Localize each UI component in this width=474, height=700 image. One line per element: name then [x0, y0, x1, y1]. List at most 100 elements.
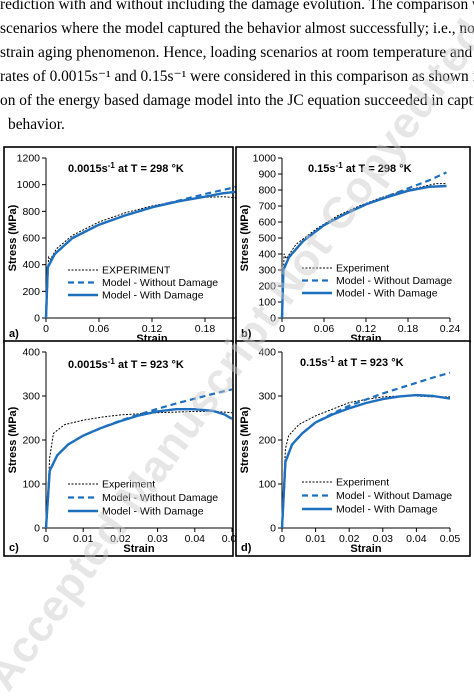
y-tick-label: 300	[22, 391, 40, 403]
x-tick-label: 0.01	[305, 533, 326, 545]
x-tick-label: 0.06	[89, 323, 110, 335]
panel-letter: b)	[241, 328, 252, 340]
legend-label: Model - Without Damage	[102, 492, 218, 504]
x-tick-label: 0.02	[110, 533, 131, 545]
y-tick-label: 400	[22, 347, 40, 359]
panel-letter: c)	[9, 542, 19, 554]
y-tick-label: 1000	[17, 179, 41, 191]
y-tick-label: 0	[34, 523, 40, 535]
chart-panel: 0 100 200 300 400 500 600 700 800 900 1000 0 0.06 0.1…	[235, 146, 471, 345]
x-tick-label: 0.24	[248, 323, 269, 335]
paragraph-line: behavior.	[8, 116, 65, 133]
y-axis-title: Stress (MPa)	[7, 406, 19, 473]
y-tick-label: 1200	[17, 153, 41, 165]
x-axis-title: Strain	[350, 333, 381, 345]
y-tick-label: 0	[34, 313, 40, 325]
y-tick-label: 100	[258, 297, 276, 309]
x-tick-label: 0.03	[373, 533, 394, 545]
series-line	[44, 190, 250, 319]
x-tick-label: 0.18	[195, 323, 216, 335]
y-tick-label: 200	[258, 281, 276, 293]
x-tick-label: 0.02	[339, 533, 360, 545]
y-tick-label: 200	[258, 435, 276, 447]
x-tick-label: 0.04	[185, 533, 206, 545]
legend-label: Model - With Damage	[102, 506, 204, 518]
y-tick-label: 300	[258, 265, 276, 277]
y-axis-title: Stress (MPa)	[7, 204, 19, 271]
legend-label: Model - With Damage	[336, 504, 438, 516]
x-tick-label: 0	[279, 533, 285, 545]
legend-label: Model - With Damage	[336, 288, 438, 300]
y-tick-label: 100	[258, 479, 276, 491]
y-tick-label: 1000	[253, 153, 277, 165]
y-tick-label: 100	[22, 479, 40, 491]
x-tick-label: 0.04	[406, 533, 427, 545]
y-tick-label: 800	[258, 185, 276, 197]
x-tick-label: 0.12	[142, 323, 163, 335]
series-line	[45, 410, 233, 529]
x-axis-title: Strain	[123, 543, 154, 555]
y-tick-label: 900	[258, 169, 276, 181]
x-tick-label: 0	[43, 323, 49, 335]
y-tick-label: 0	[270, 523, 276, 535]
x-tick-label: 0.01	[73, 533, 94, 545]
y-tick-label: 0	[270, 313, 276, 325]
x-tick-label: 0	[279, 323, 285, 335]
paragraph-line: scenarios where the model captured the b…	[0, 20, 474, 37]
y-axis-title: Stress (MPa)	[239, 204, 251, 271]
panel-letter: d)	[241, 542, 252, 554]
series-line	[44, 408, 233, 529]
series-line	[45, 196, 254, 319]
x-tick-label: 0.03	[147, 533, 168, 545]
x-tick-label: 0.12	[356, 323, 377, 335]
legend-label: Model - Without Damage	[336, 275, 452, 287]
panel-frame	[235, 146, 471, 343]
legend-label: Model - Without Damage	[102, 277, 218, 289]
x-tick-label: 0.05	[440, 533, 461, 545]
series-line	[280, 171, 447, 319]
x-tick-label: 0.06	[314, 323, 335, 335]
legend-label: Experiment	[102, 479, 155, 491]
series-line	[281, 183, 447, 319]
y-tick-label: 400	[22, 259, 40, 271]
panel-title: 0.0015s-1 at T = 298 °K	[68, 161, 184, 175]
y-axis-title: Stress (MPa)	[239, 406, 251, 473]
y-tick-label: 200	[22, 435, 40, 447]
y-tick-label: 200	[22, 286, 40, 298]
paragraph-line: rates of 0.0015s⁻¹ and 0.15s⁻¹ were cons…	[0, 68, 474, 85]
panel-frame	[3, 340, 234, 557]
panel-frame	[235, 340, 471, 557]
y-tick-label: 700	[258, 201, 276, 213]
chart-panel: 0 100 200 300 400 0 0.01 0.02 0.03 0.04 0.05 Strain…	[3, 340, 242, 557]
legend-label: Experiment	[336, 263, 389, 275]
y-tick-label: 400	[258, 347, 276, 359]
y-tick-label: 800	[22, 206, 40, 218]
y-tick-label: 500	[258, 233, 276, 245]
legend-label: EXPERIMENT	[102, 265, 171, 277]
paragraph-line: on of the energy based damage model into…	[0, 92, 474, 109]
y-tick-label: 600	[22, 233, 40, 245]
panel-title: 0.15s-1 at T = 923 °K	[300, 355, 404, 369]
x-tick-label: 0	[43, 533, 49, 545]
paragraph-line: rediction with and without including the…	[0, 0, 474, 13]
series-line	[280, 371, 451, 529]
chart-panel: 0 100 200 300 400 0 0.01 0.02 0.03 0.04 0.05 Strain…	[235, 340, 471, 557]
x-tick-label: 0.18	[398, 323, 419, 335]
x-axis-title: Strain	[136, 333, 167, 345]
series-line	[280, 184, 447, 319]
x-tick-label: 0.24	[440, 323, 461, 335]
series-line	[281, 395, 450, 529]
x-axis-title: Strain	[350, 543, 381, 555]
series-line	[280, 393, 451, 529]
y-tick-label: 300	[258, 391, 276, 403]
legend-label: Model - With Damage	[102, 290, 204, 302]
legend-label: Experiment	[336, 477, 389, 489]
paragraph-line: strain aging phenomenon. Hence, loading …	[0, 44, 474, 61]
panel-title: 0.0015s-1 at T = 923 °K	[68, 357, 184, 371]
panel-title: 0.15s-1 at T = 298 °K	[308, 161, 412, 175]
legend-label: Model - Without Damage	[336, 490, 452, 502]
paragraph: rediction with and without including the…	[0, 0, 474, 150]
chart-panel: 0 200 400 600 800 1000 1200 0 0.06 0.12 0.18 0.24 St…	[3, 146, 269, 345]
series-line	[44, 180, 250, 319]
series-line	[44, 388, 233, 529]
